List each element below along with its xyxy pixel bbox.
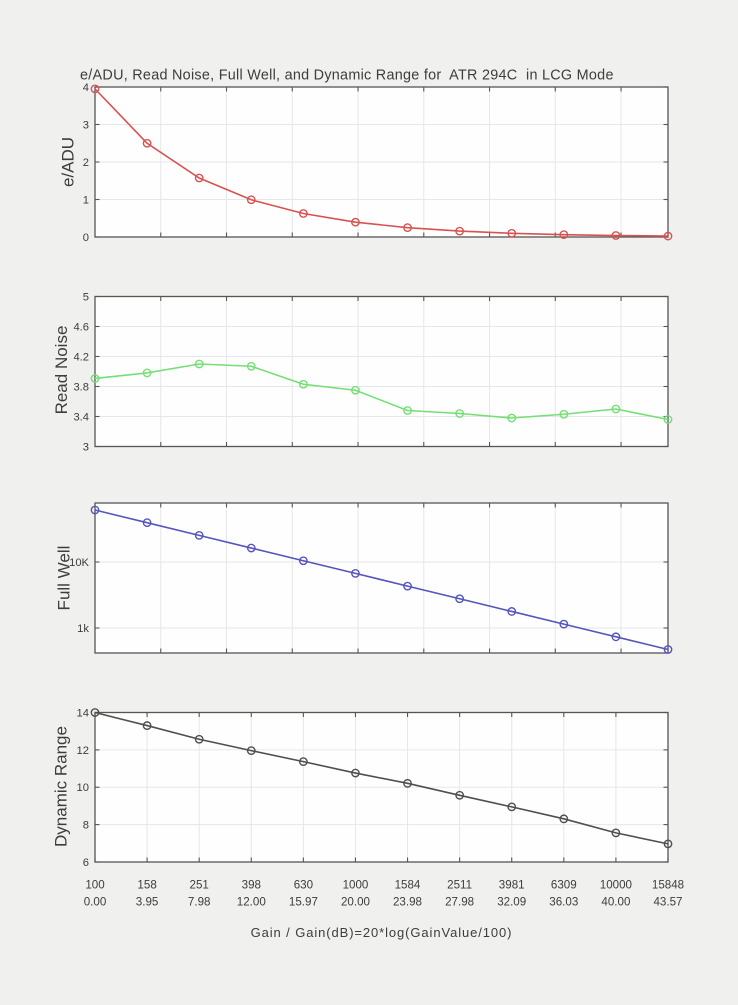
svg-text:3: 3	[83, 442, 89, 454]
svg-text:2: 2	[83, 157, 89, 169]
svg-text:e/ADU: e/ADU	[58, 137, 77, 187]
svg-text:Read Noise: Read Noise	[52, 326, 71, 415]
svg-text:158: 158	[137, 879, 156, 892]
svg-text:e/ADU, Read Noise, Full Well,: e/ADU, Read Noise, Full Well, and Dynami…	[80, 68, 614, 84]
svg-text:0: 0	[83, 232, 89, 244]
svg-text:12: 12	[77, 745, 89, 757]
svg-text:5: 5	[83, 292, 89, 304]
svg-text:23.98: 23.98	[393, 895, 422, 908]
svg-text:12.00: 12.00	[237, 895, 266, 908]
svg-text:8: 8	[83, 820, 89, 832]
svg-text:3: 3	[83, 120, 89, 132]
svg-text:1000: 1000	[343, 879, 369, 892]
svg-text:Dynamic Range: Dynamic Range	[52, 726, 71, 847]
svg-text:15.97: 15.97	[289, 895, 318, 908]
svg-text:4: 4	[83, 82, 89, 94]
svg-text:6309: 6309	[551, 879, 577, 892]
svg-text:36.03: 36.03	[549, 895, 578, 908]
svg-text:1584: 1584	[395, 879, 421, 892]
svg-text:2511: 2511	[447, 879, 472, 892]
svg-text:1k: 1k	[77, 623, 89, 635]
svg-text:4.2: 4.2	[73, 352, 89, 364]
svg-text:251: 251	[190, 879, 209, 892]
svg-text:1: 1	[83, 195, 89, 207]
svg-text:14: 14	[77, 708, 89, 720]
svg-text:3.8: 3.8	[73, 382, 89, 394]
svg-text:6: 6	[83, 857, 89, 869]
svg-text:20.00: 20.00	[341, 895, 370, 908]
svg-text:32.09: 32.09	[497, 895, 526, 908]
svg-text:Gain / Gain(dB)=20*log(GainVal: Gain / Gain(dB)=20*log(GainValue/100)	[251, 925, 513, 940]
svg-text:3981: 3981	[499, 879, 525, 892]
svg-text:40.00: 40.00	[601, 895, 630, 908]
svg-text:10000: 10000	[600, 879, 632, 892]
svg-text:3.95: 3.95	[136, 895, 159, 908]
svg-text:0.00: 0.00	[84, 895, 107, 908]
svg-text:4.6: 4.6	[73, 322, 89, 334]
svg-text:27.98: 27.98	[445, 895, 474, 908]
svg-text:15848: 15848	[652, 879, 684, 892]
svg-text:43.57: 43.57	[653, 895, 682, 908]
svg-text:630: 630	[294, 879, 313, 892]
svg-text:Full Well: Full Well	[55, 546, 74, 611]
svg-text:10: 10	[77, 782, 89, 794]
svg-text:100: 100	[85, 879, 104, 892]
svg-text:398: 398	[242, 879, 261, 892]
svg-text:10K: 10K	[69, 557, 89, 569]
svg-text:3.4: 3.4	[73, 412, 89, 424]
svg-text:7.98: 7.98	[188, 895, 211, 908]
